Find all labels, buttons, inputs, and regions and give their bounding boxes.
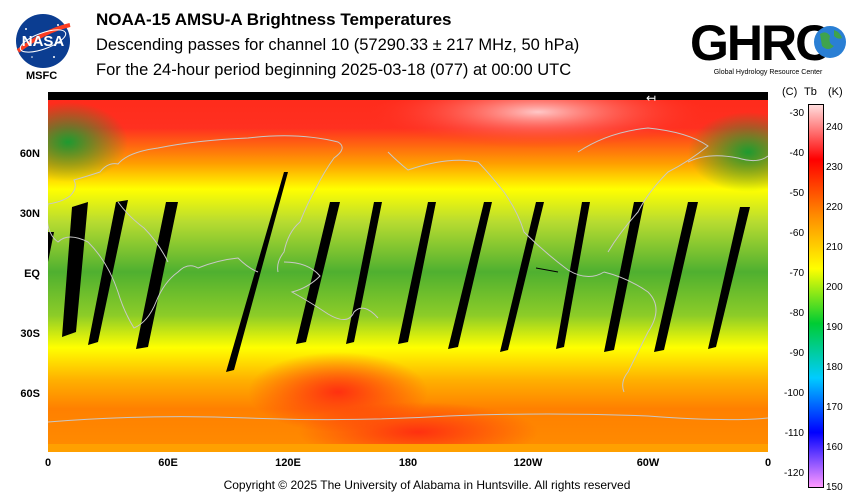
msfc-label: MSFC [26,70,58,82]
colorbar-tick-celsius: -110 [784,428,804,439]
lon-label-180: 180 [398,457,418,469]
lat-label-60n: 60N [19,148,40,160]
colorbar-tick-celsius: -70 [789,268,804,279]
svg-text:Global Hydrology Resource Cent: Global Hydrology Resource Center [714,69,823,76]
colorbar-tick-kelvin: 190 [826,322,843,333]
colorbar-tick-celsius: -30 [789,108,804,119]
lon-label-60w: 60W [636,457,660,469]
colorbar-tick-kelvin: 150 [826,482,843,493]
colorbar-tick-celsius: -100 [783,388,804,399]
colorbar-tick-celsius: -60 [789,228,804,239]
brightness-temperature-map: ↤ [48,92,768,452]
svg-text:GHRC: GHRC [690,15,830,71]
lon-label-60e: 60E [158,457,178,469]
lon-label-120e: 120E [275,457,301,469]
coastlines [48,127,768,423]
colorbar-tick-kelvin: 200 [826,282,843,293]
ghrc-logo: GHRC Global Hydrology Resource Center [690,15,846,76]
svg-text:NASA: NASA [22,33,65,50]
colorbar-tick-kelvin: 180 [826,362,843,373]
colorbar-tick-kelvin: 160 [826,442,843,453]
colorbar-tick-celsius: -50 [789,188,804,199]
colorbar [808,104,824,488]
lat-label-60s: 60S [20,388,40,400]
colorbar-header-k: (K) [828,86,843,98]
colorbar-tick-kelvin: 230 [826,162,843,173]
lat-label-eq: EQ [24,268,40,280]
colorbar-header-tb: Tb [804,86,817,98]
colorbar-tick-kelvin: 170 [826,402,843,413]
colorbar-tick-celsius: -120 [783,468,804,479]
colorbar-tick-celsius: -80 [789,308,804,319]
svg-text:↤: ↤ [646,92,656,105]
colorbar-tick-kelvin: 220 [826,202,843,213]
colorbar-tick-kelvin: 240 [826,122,843,133]
lat-label-30n: 30N [19,208,40,220]
colorbar-tick-celsius: -90 [789,348,804,359]
colorbar-tick-kelvin: 210 [826,242,843,253]
lon-label-0-right: 0 [764,457,772,469]
lon-label-120w: 120W [513,457,543,469]
colorbar-header-c: (C) [782,86,798,98]
colorbar-tick-celsius: -40 [789,148,804,159]
map-subtitle-period: For the 24-hour period beginning 2025-03… [96,61,572,79]
lon-label-0-left: 0 [44,457,52,469]
nasa-logo: NASA [16,14,71,68]
lat-label-30s: 30S [20,328,40,340]
map-title: NOAA-15 AMSU-A Brightness Temperatures [96,10,452,29]
map-subtitle-channel: Descending passes for channel 10 (57290.… [96,36,580,54]
copyright-footer: Copyright © 2025 The University of Alaba… [223,478,631,492]
